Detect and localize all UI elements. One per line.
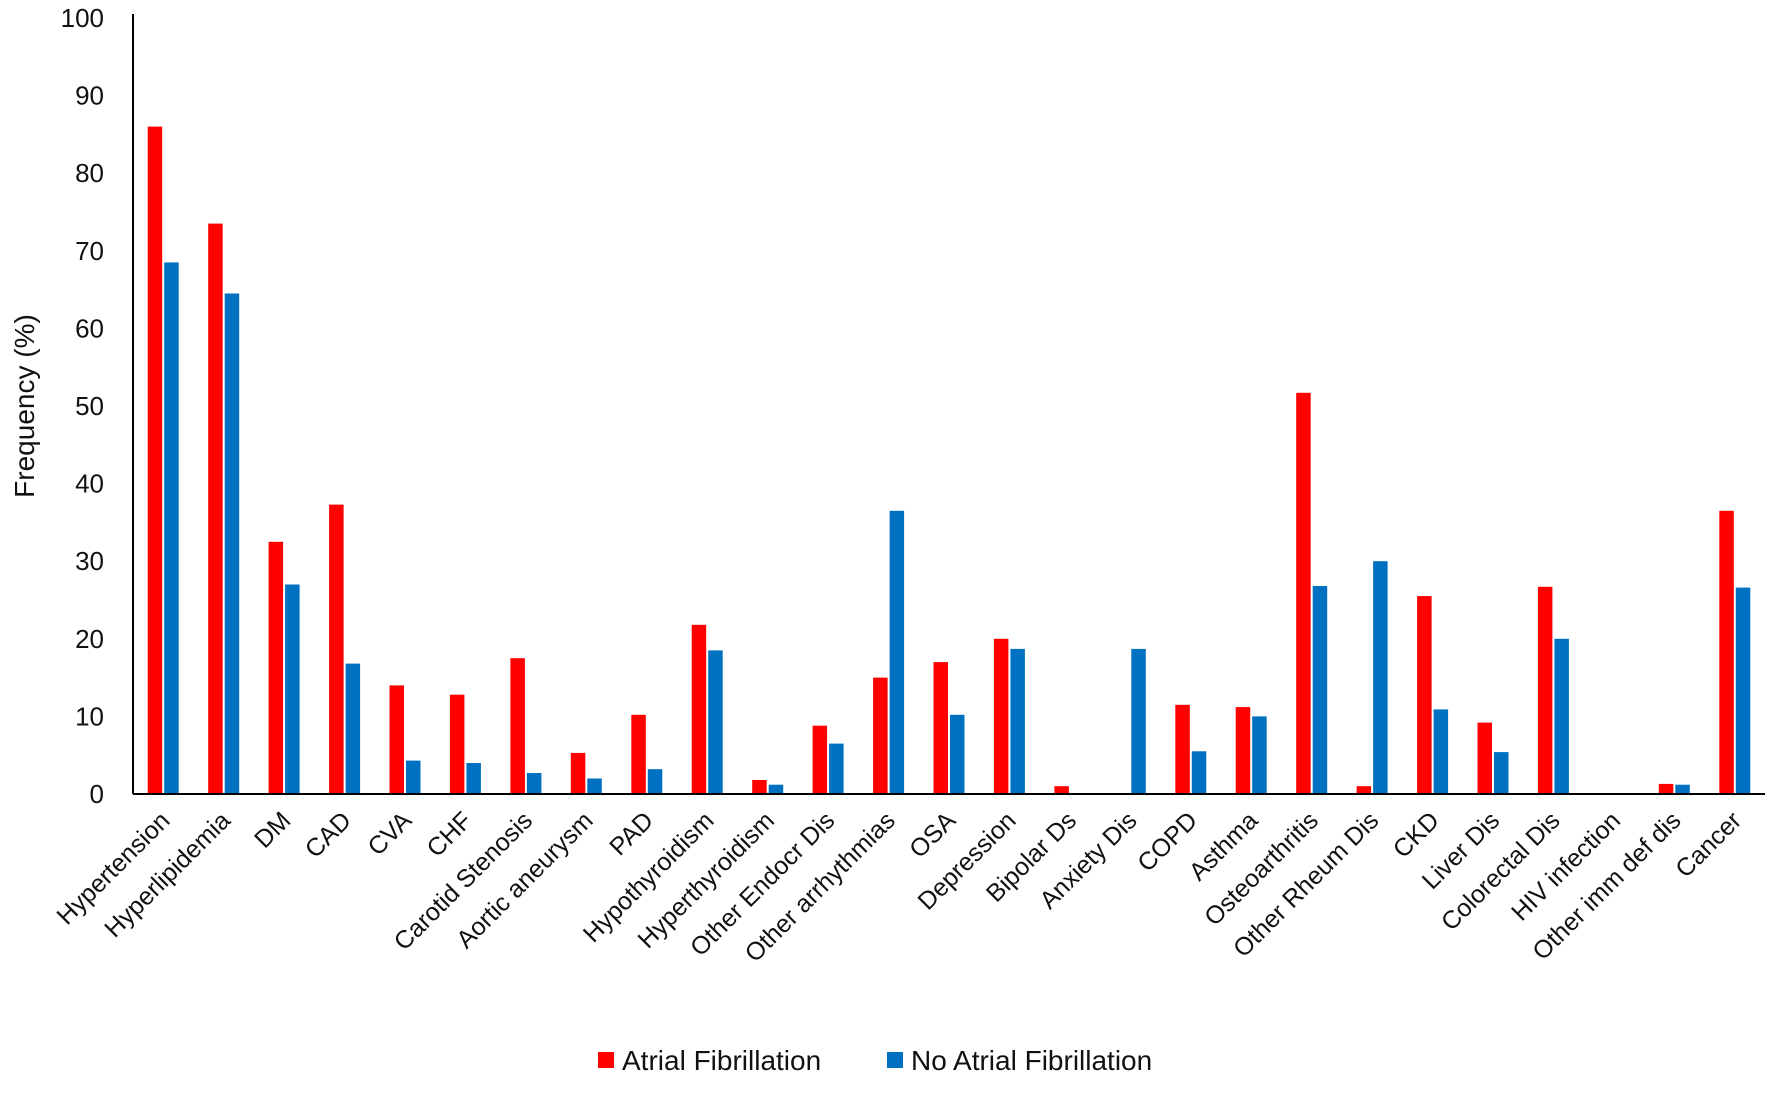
x-category-label: PAD (604, 806, 659, 861)
x-category-label: CVA (362, 806, 417, 861)
bar-af-15 (1054, 786, 1069, 794)
bar-no-af-11 (829, 743, 844, 794)
bar-af-13 (933, 662, 948, 794)
y-tick-labels: 0 10 20 30 40 50 60 70 80 90 100 (61, 3, 104, 809)
bar-no-af-20 (1373, 561, 1388, 794)
bar-no-af-2 (285, 584, 300, 794)
x-category-label: CHF (422, 806, 478, 862)
bar-no-af-10 (768, 784, 784, 794)
y-tick-label: 20 (75, 624, 104, 654)
y-tick-label: 40 (75, 469, 104, 499)
bar-no-af-9 (708, 650, 723, 794)
bar-af-20 (1356, 786, 1372, 794)
bar-af-17 (1175, 704, 1190, 794)
bar-no-af-25 (1675, 784, 1690, 794)
y-tick-label: 70 (75, 236, 104, 266)
bar-af-5 (449, 694, 465, 794)
bar-no-af-21 (1433, 709, 1449, 794)
bar-no-af-17 (1191, 751, 1207, 794)
bar-no-af-3 (345, 663, 361, 794)
bar-no-af-1 (224, 293, 240, 794)
y-tick-label: 90 (75, 81, 104, 111)
bar-af-12 (873, 677, 888, 794)
bar-no-af-26 (1735, 587, 1751, 794)
bar-af-1 (208, 223, 223, 795)
legend: Atrial Fibrillation No Atrial Fibrillatio… (598, 1045, 1152, 1076)
y-tick-label: 50 (75, 391, 104, 421)
legend-label-af: Atrial Fibrillation (622, 1045, 821, 1076)
bar-af-18 (1235, 707, 1251, 794)
legend-swatch-af (598, 1052, 614, 1068)
x-category-label: CAD (300, 806, 357, 863)
bar-no-af-14 (1010, 648, 1025, 794)
y-tick-label: 10 (75, 701, 104, 731)
bar-af-25 (1658, 783, 1674, 794)
legend-swatch-no-af (887, 1052, 903, 1068)
bars-layer (147, 126, 1751, 795)
bar-no-af-12 (889, 510, 905, 794)
legend-label-no-af: No Atrial Fibrillation (911, 1045, 1152, 1076)
bar-af-6 (510, 658, 525, 794)
bar-af-19 (1296, 392, 1311, 794)
bar-no-af-8 (647, 769, 663, 794)
y-tick-label: 60 (75, 313, 104, 343)
y-tick-label: 30 (75, 546, 104, 576)
axes-layer (132, 14, 1765, 795)
bar-af-26 (1719, 510, 1734, 794)
bar-af-0 (147, 126, 163, 795)
bar-no-af-0 (164, 262, 179, 794)
bar-af-11 (812, 725, 828, 794)
bar-af-2 (268, 541, 284, 794)
bar-no-af-4 (406, 760, 421, 794)
bar-af-7 (570, 752, 586, 794)
bar-no-af-18 (1252, 716, 1267, 794)
bar-af-3 (329, 504, 344, 794)
bar-af-22 (1477, 722, 1492, 794)
bar-no-af-13 (950, 714, 965, 794)
bar-no-af-7 (587, 778, 602, 794)
bar-af-14 (993, 638, 1009, 794)
bar-af-9 (691, 624, 707, 794)
bar-af-4 (389, 685, 404, 794)
y-axis-title: Frequency (%) (9, 314, 40, 498)
x-category-label: Cancer (1670, 806, 1747, 883)
bar-no-af-6 (526, 773, 542, 794)
bar-no-af-19 (1312, 586, 1328, 794)
y-tick-label: 0 (90, 779, 104, 809)
y-tick-label: 100 (61, 3, 104, 33)
bar-no-af-5 (466, 763, 481, 794)
y-tick-label: 80 (75, 158, 104, 188)
bar-af-10 (752, 780, 767, 794)
bar-no-af-23 (1554, 638, 1569, 794)
bar-no-af-16 (1131, 648, 1146, 794)
bar-af-8 (631, 714, 646, 794)
bar-no-af-22 (1494, 752, 1509, 794)
x-category-label: DM (249, 806, 296, 853)
bar-af-21 (1417, 596, 1432, 794)
bar-af-23 (1537, 586, 1553, 794)
